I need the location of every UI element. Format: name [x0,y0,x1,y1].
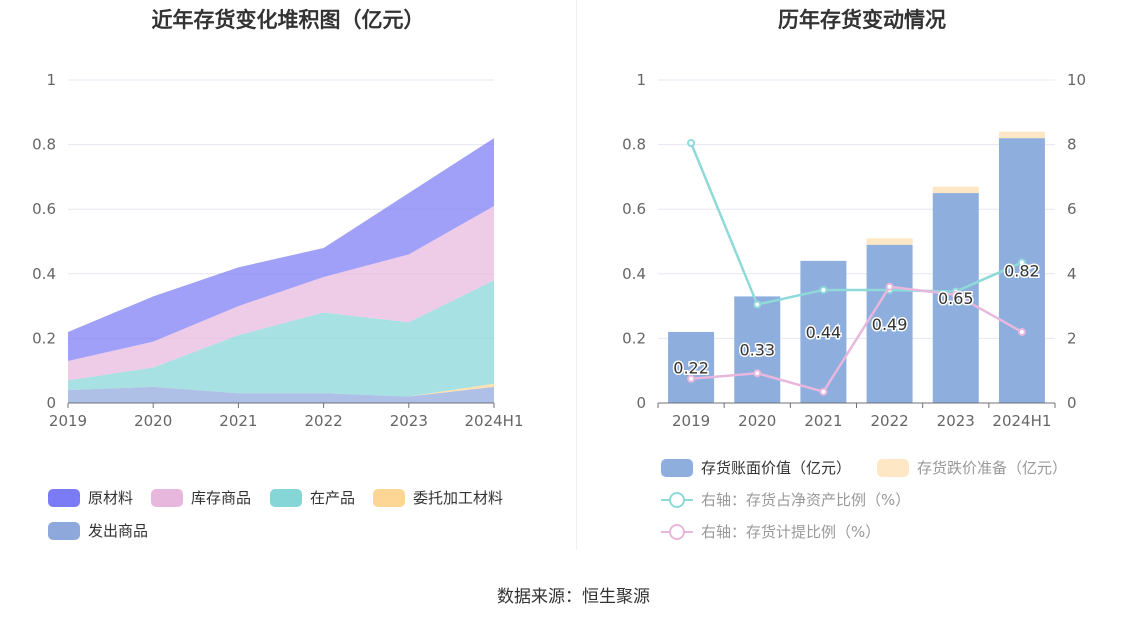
right-chart-panel: 历年存货变动情况 0 0.2 0.4 0.6 0.8 1 0 2 4 6 8 10 2019 2020 20… [577,0,1147,560]
legend-item-wip[interactable]: 在产品 [270,487,355,508]
stacked-area-chart: 0 0.2 0.4 0.6 0.8 1 2019 2020 2021 2022 2023 2024H1 [32,71,524,430]
legend-swatch [48,488,80,507]
x-tick-label: 2023 [390,412,428,430]
legend-label: 库存商品 [191,489,252,507]
x-tick-label: 2023 [937,412,975,430]
x-tick-label: 2024H1 [992,412,1051,430]
x-tick-label: 2021 [219,412,257,430]
bar [734,296,781,403]
y-tick-label: 0.8 [622,136,646,154]
y-tick-label: 0 [46,394,56,412]
y-tick-label: 0 [636,394,646,412]
x-tick-label: 2024H1 [465,412,524,430]
legend-label: 右轴：存货计提比例（%） [701,523,881,541]
area-series [68,386,494,403]
y2-tick-label: 2 [1067,329,1077,347]
legend-swatch [373,488,405,507]
x-tick-label: 2020 [134,412,172,430]
legend-item-impairment[interactable]: 存货跌价准备（亿元） [877,457,1067,478]
x-tick-label: 2022 [305,412,343,430]
y2-tick-label: 6 [1067,200,1077,218]
line-point [951,290,960,299]
bar-data-label: 0.49 [872,315,908,334]
line-point [819,387,828,396]
line-point [1017,258,1026,267]
y-tick-label: 0.2 [32,329,56,347]
x-tick-label: 2019 [672,412,710,430]
bar-data-label: 0.82 [1004,262,1040,281]
line-point [687,374,696,383]
legend-item-book-value[interactable]: 存货账面价值（亿元） [661,457,851,478]
bar-data-label: 0.22 [673,358,709,377]
x-tick-label: 2020 [738,412,776,430]
legend-swatch [151,488,183,507]
bar [668,331,715,403]
line-point [1017,327,1026,336]
line-series [689,142,1023,306]
y-tick-label: 1 [46,71,56,89]
y-tick-label: 1 [636,71,646,89]
data-source-note: 数据来源：恒生聚源 [497,587,650,607]
area-series [68,205,494,381]
legend-item-consigned-materials[interactable]: 委托加工材料 [373,487,503,508]
legend-swatch [661,458,693,477]
y-tick-label: 0.2 [622,329,646,347]
legend-label: 存货账面价值（亿元） [701,459,852,477]
line-point [885,282,894,291]
line-series [690,285,1023,394]
bar [800,260,847,403]
bar-data-label: 0.65 [938,289,974,308]
line-point [753,369,762,378]
y2-tick-label: 4 [1067,265,1077,283]
y-tick-label: 0.4 [32,265,56,283]
bar [998,131,1045,139]
bar [932,186,979,194]
right-chart-title: 历年存货变动情况 [778,8,946,32]
bar-data-label: 0.44 [806,323,842,342]
legend-item-net-asset-ratio[interactable]: 右轴：存货占净资产比例（%） [661,489,910,510]
legend-line-swatch [661,491,693,509]
legend-swatch [48,521,80,540]
line-point [819,285,828,294]
area-series [68,138,494,362]
legend-item-finished-goods[interactable]: 库存商品 [151,487,251,508]
x-tick-label: 2021 [804,412,842,430]
legend-label: 右轴：存货占净资产比例（%） [701,491,911,509]
y-tick-label: 0.8 [32,136,56,154]
area-series [68,280,494,397]
y2-tick-label: 0 [1067,394,1077,412]
legend-label: 在产品 [310,489,356,507]
x-tick-label: 2022 [870,412,908,430]
legend-item-raw-material[interactable]: 原材料 [48,487,133,508]
legend-label: 委托加工材料 [413,489,504,507]
y2-tick-label: 10 [1067,71,1086,89]
legend-swatch [877,458,909,477]
x-tick-label: 2019 [49,412,87,430]
legend-item-shipped-goods[interactable]: 发出商品 [48,520,148,541]
y2-tick-label: 8 [1067,136,1077,154]
y-tick-label: 0.6 [622,200,646,218]
bar [866,238,913,245]
y-tick-label: 0.4 [622,265,646,283]
legend-item-provision-ratio[interactable]: 右轴：存货计提比例（%） [661,521,880,542]
bar-data-label: 0.33 [739,341,775,360]
left-chart-panel: 近年存货变化堆积图（亿元） 0 0.2 0.4 0.6 0.8 1 2019 2020 2021… [0,0,576,560]
legend-swatch [270,488,302,507]
legend-label: 存货跌价准备（亿元） [917,459,1068,477]
legend-label: 发出商品 [88,522,149,540]
bar [866,244,913,403]
y-tick-label: 0.6 [32,200,56,218]
line-point [687,138,696,147]
legend-line-swatch [661,523,693,541]
panel-divider [576,0,577,550]
legend-label: 原材料 [88,489,134,507]
line-point [753,300,762,309]
left-chart-title: 近年存货变化堆积图（亿元） [151,8,425,32]
